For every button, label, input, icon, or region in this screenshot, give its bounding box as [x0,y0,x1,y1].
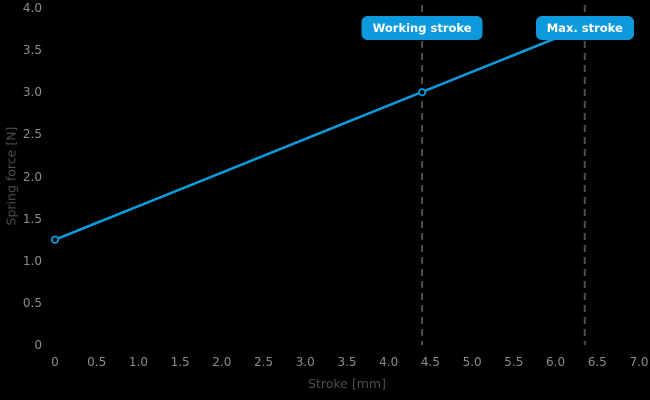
data-point-marker [417,88,427,97]
annotation-label-working-stroke: Working stroke [361,16,483,40]
spring-force-line [53,25,587,241]
data-point-marker [50,235,60,244]
x-axis-title: Stroke [mm] [308,376,386,391]
y-axis-title: Spring force [N] [3,126,19,226]
annotation-label-max-stroke: Max. stroke [535,16,634,40]
